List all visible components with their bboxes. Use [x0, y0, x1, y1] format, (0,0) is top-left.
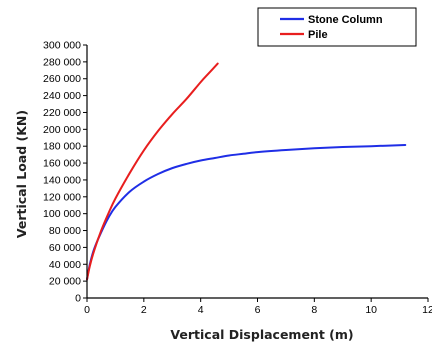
y-tick-label: 220 000: [43, 107, 81, 119]
y-tick-label: 100 000: [43, 208, 81, 220]
series-line-pile: [86, 62, 219, 281]
y-axis-label: Vertical Load (KN): [14, 110, 29, 238]
x-tick-label: 10: [365, 304, 377, 316]
legend-box: [257, 7, 417, 47]
y-tick-label: 0: [75, 293, 81, 305]
x-tick-label: 8: [311, 304, 317, 316]
y-tick-label: 200 000: [43, 124, 81, 136]
x-tick-label: 4: [198, 304, 204, 316]
lines-layer: [86, 62, 407, 281]
x-axis-label: Vertical Displacement (m): [170, 327, 353, 342]
x-tick-label: 12: [422, 304, 432, 316]
y-tick-label: 120 000: [43, 191, 81, 203]
y-tick-label: 280 000: [43, 56, 81, 68]
y-tick-label: 260 000: [43, 73, 81, 85]
legend: Stone Column Pile: [257, 7, 417, 47]
y-tick-label: 180 000: [43, 141, 81, 153]
y-tick-label: 40 000: [49, 259, 81, 271]
y-tick-label: 60 000: [49, 242, 81, 254]
ticks-layer: 0 20 000 40 000 60 000 80 000 100 000 120 000 1…: [43, 40, 432, 317]
y-tick-label: 140 000: [43, 174, 81, 186]
y-tick-label: 20 000: [49, 276, 81, 288]
y-tick-label: 240 000: [43, 90, 81, 102]
y-tick-label: 80 000: [49, 225, 81, 237]
axes-layer: [86, 45, 428, 299]
y-tick-label: 160 000: [43, 158, 81, 170]
x-tick-label: 6: [255, 304, 261, 316]
x-tick-label: 2: [141, 304, 147, 316]
legend-label-pile: Pile: [308, 29, 328, 41]
legend-label-stone-column: Stone Column: [308, 14, 383, 26]
x-tick-label: 0: [84, 304, 90, 316]
y-tick-label: 300 000: [43, 40, 81, 52]
